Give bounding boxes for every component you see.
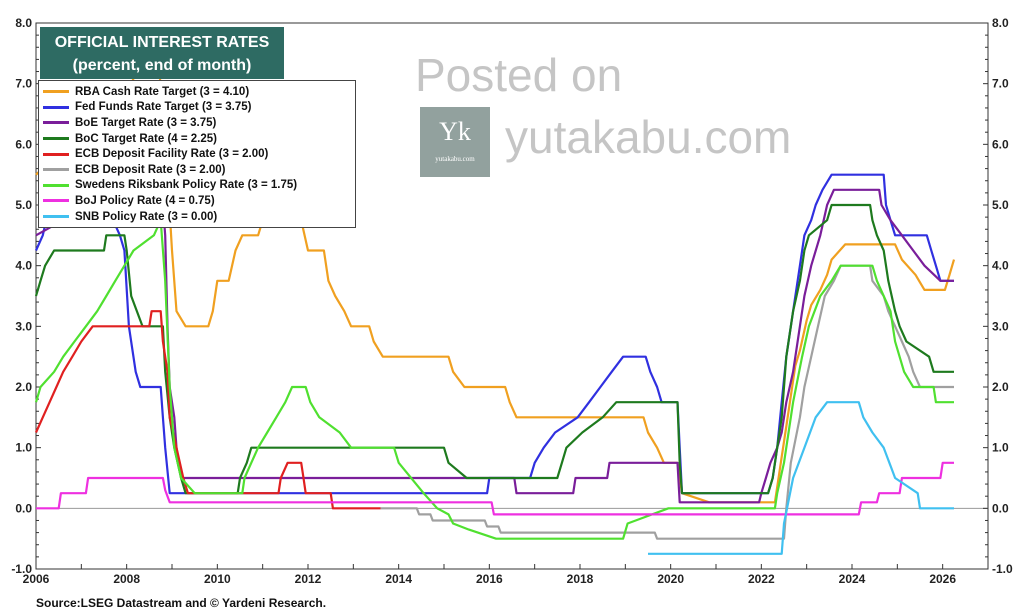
series-line-5 — [380, 264, 954, 540]
legend-swatch — [43, 137, 69, 141]
series-line-3 — [34, 203, 954, 495]
y-tick-label-right: 7.0 — [992, 77, 1009, 91]
x-tick-label: 2020 — [657, 572, 684, 586]
legend-label: BoE Target Rate (3 = 3.75) — [75, 116, 217, 129]
logo-mark: Yk — [439, 117, 471, 146]
chart-title-box: OFFICIAL INTEREST RATES (percent, end of… — [40, 27, 284, 79]
series-line-8 — [648, 401, 954, 555]
y-tick-label-left: 7.0 — [15, 77, 32, 91]
y-tick-label-right: 6.0 — [992, 137, 1009, 151]
y-tick-label-right: 4.0 — [992, 259, 1009, 273]
x-tick-label: 2010 — [204, 572, 231, 586]
x-tick-label: 2012 — [295, 572, 322, 586]
y-tick-label-left: 4.0 — [15, 259, 32, 273]
legend-item: ECB Deposit Rate (3 = 2.00) — [43, 162, 351, 178]
x-tick-label: 2006 — [23, 572, 50, 586]
y-tick-label-left: -1.0 — [11, 562, 32, 576]
x-tick-label: 2024 — [839, 572, 866, 586]
chart-subtitle: (percent, end of month) — [72, 57, 252, 74]
y-tick-label-right: -1.0 — [992, 562, 1013, 576]
legend-item: Swedens Riksbank Policy Rate (3 = 1.75) — [43, 178, 351, 194]
series-line-1 — [34, 173, 954, 495]
watermark-text-site: yutakabu.com — [505, 111, 792, 163]
legend-swatch — [43, 105, 69, 109]
legend-swatch — [43, 199, 69, 203]
x-tick-label: 2018 — [567, 572, 594, 586]
x-tick-label: 2026 — [929, 572, 956, 586]
legend-item: ECB Deposit Facility Rate (3 = 2.00) — [43, 146, 351, 162]
legend-swatch — [43, 90, 69, 94]
legend-item: BoJ Policy Rate (4 = 0.75) — [43, 193, 351, 209]
legend-item: RBA Cash Rate Target (3 = 4.10) — [43, 84, 351, 100]
legend-label: BoJ Policy Rate (4 = 0.75) — [75, 194, 215, 207]
legend-label: Fed Funds Rate Target (3 = 3.75) — [75, 101, 252, 114]
y-tick-label-right: 0.0 — [992, 501, 1009, 515]
x-tick-label: 2008 — [113, 572, 140, 586]
legend-label: RBA Cash Rate Target (3 = 4.10) — [75, 85, 250, 98]
legend-label: ECB Deposit Facility Rate (3 = 2.00) — [75, 148, 269, 161]
chart-title: OFFICIAL INTEREST RATES — [54, 34, 270, 51]
series-line-7 — [36, 461, 954, 516]
y-tick-label-left: 6.0 — [15, 137, 32, 151]
series-line-6 — [34, 219, 954, 540]
legend: RBA Cash Rate Target (3 = 4.10) Fed Funds… — [38, 80, 356, 228]
legend-swatch — [43, 215, 69, 219]
legend-label: ECB Deposit Rate (3 = 2.00) — [75, 163, 226, 176]
x-tick-label: 2016 — [476, 572, 503, 586]
series-line-4 — [34, 310, 381, 510]
y-tick-label-right: 8.0 — [992, 16, 1009, 30]
legend-swatch — [43, 168, 69, 172]
watermark-text-posted-on: Posted on — [415, 49, 623, 101]
y-tick-label-left: 0.0 — [15, 501, 32, 515]
x-tick-label: 2022 — [748, 572, 775, 586]
y-tick-label-right: 3.0 — [992, 319, 1009, 333]
legend-label: Swedens Riksbank Policy Rate (3 = 1.75) — [75, 179, 298, 192]
legend-label: SNB Policy Rate (3 = 0.00) — [75, 210, 218, 223]
legend-swatch — [43, 183, 69, 187]
y-tick-label-left: 3.0 — [15, 319, 32, 333]
y-tick-label-right: 1.0 — [992, 441, 1009, 455]
legend-label: BoC Target Rate (4 = 2.25) — [75, 132, 217, 145]
y-tick-label-left: 8.0 — [15, 16, 32, 30]
y-tick-label-right: 5.0 — [992, 198, 1009, 212]
legend-item: Fed Funds Rate Target (3 = 3.75) — [43, 100, 351, 116]
y-tick-label-right: 2.0 — [992, 380, 1009, 394]
y-tick-label-left: 1.0 — [15, 441, 32, 455]
legend-item: BoC Target Rate (4 = 2.25) — [43, 131, 351, 147]
legend-item: SNB Policy Rate (3 = 0.00) — [43, 209, 351, 225]
legend-item: BoE Target Rate (3 = 3.75) — [43, 115, 351, 131]
logo-subtext: yutakabu.com — [435, 155, 475, 163]
axes: -1.0 -1.0 0.0 0.0 1.0 1.0 2.0 2.0 3.0 3.0 4.0 4.0 5.… — [11, 16, 1013, 586]
y-tick-label-left: 5.0 — [15, 198, 32, 212]
legend-swatch — [43, 121, 69, 125]
watermark-logo: Yk yutakabu.com — [420, 107, 490, 177]
legend-swatch — [43, 152, 69, 156]
y-tick-label-left: 2.0 — [15, 380, 32, 394]
source-note: Source:LSEG Datastream and © Yardeni Res… — [36, 596, 327, 610]
x-tick-label: 2014 — [385, 572, 412, 586]
